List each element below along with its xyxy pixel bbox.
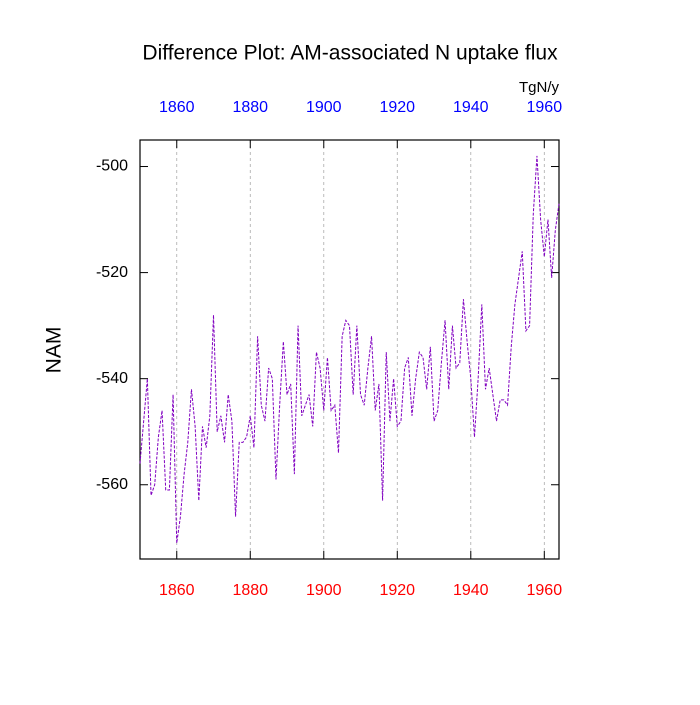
y-tick-label: -540 <box>96 370 128 387</box>
x-top-tick-label: 1860 <box>159 99 195 116</box>
data-line <box>139 155 560 544</box>
x-top-tick-label: 1920 <box>379 99 415 116</box>
y-tick-label: -560 <box>96 476 128 493</box>
x-tick-label: 1920 <box>379 582 415 599</box>
x-top-tick-label: 1940 <box>453 99 489 116</box>
y-axis-label: NAM <box>43 327 66 374</box>
y-tick-label: -500 <box>96 158 128 175</box>
chart-title: Difference Plot: AM-associated N uptake … <box>142 42 558 65</box>
x-tick-label: 1860 <box>159 582 195 599</box>
x-tick-label: 1960 <box>527 582 563 599</box>
x-tick-label: 1900 <box>306 582 342 599</box>
y-tick-label: -520 <box>96 264 128 281</box>
x-top-tick-label: 1880 <box>232 99 268 116</box>
plot-frame <box>139 139 560 560</box>
x-tick-label: 1880 <box>232 582 268 599</box>
x-top-tick-label: 1900 <box>306 99 342 116</box>
x-tick-label: 1940 <box>453 582 489 599</box>
units-label: TgN/y <box>519 79 560 96</box>
x-top-tick-label: 1960 <box>527 99 563 116</box>
